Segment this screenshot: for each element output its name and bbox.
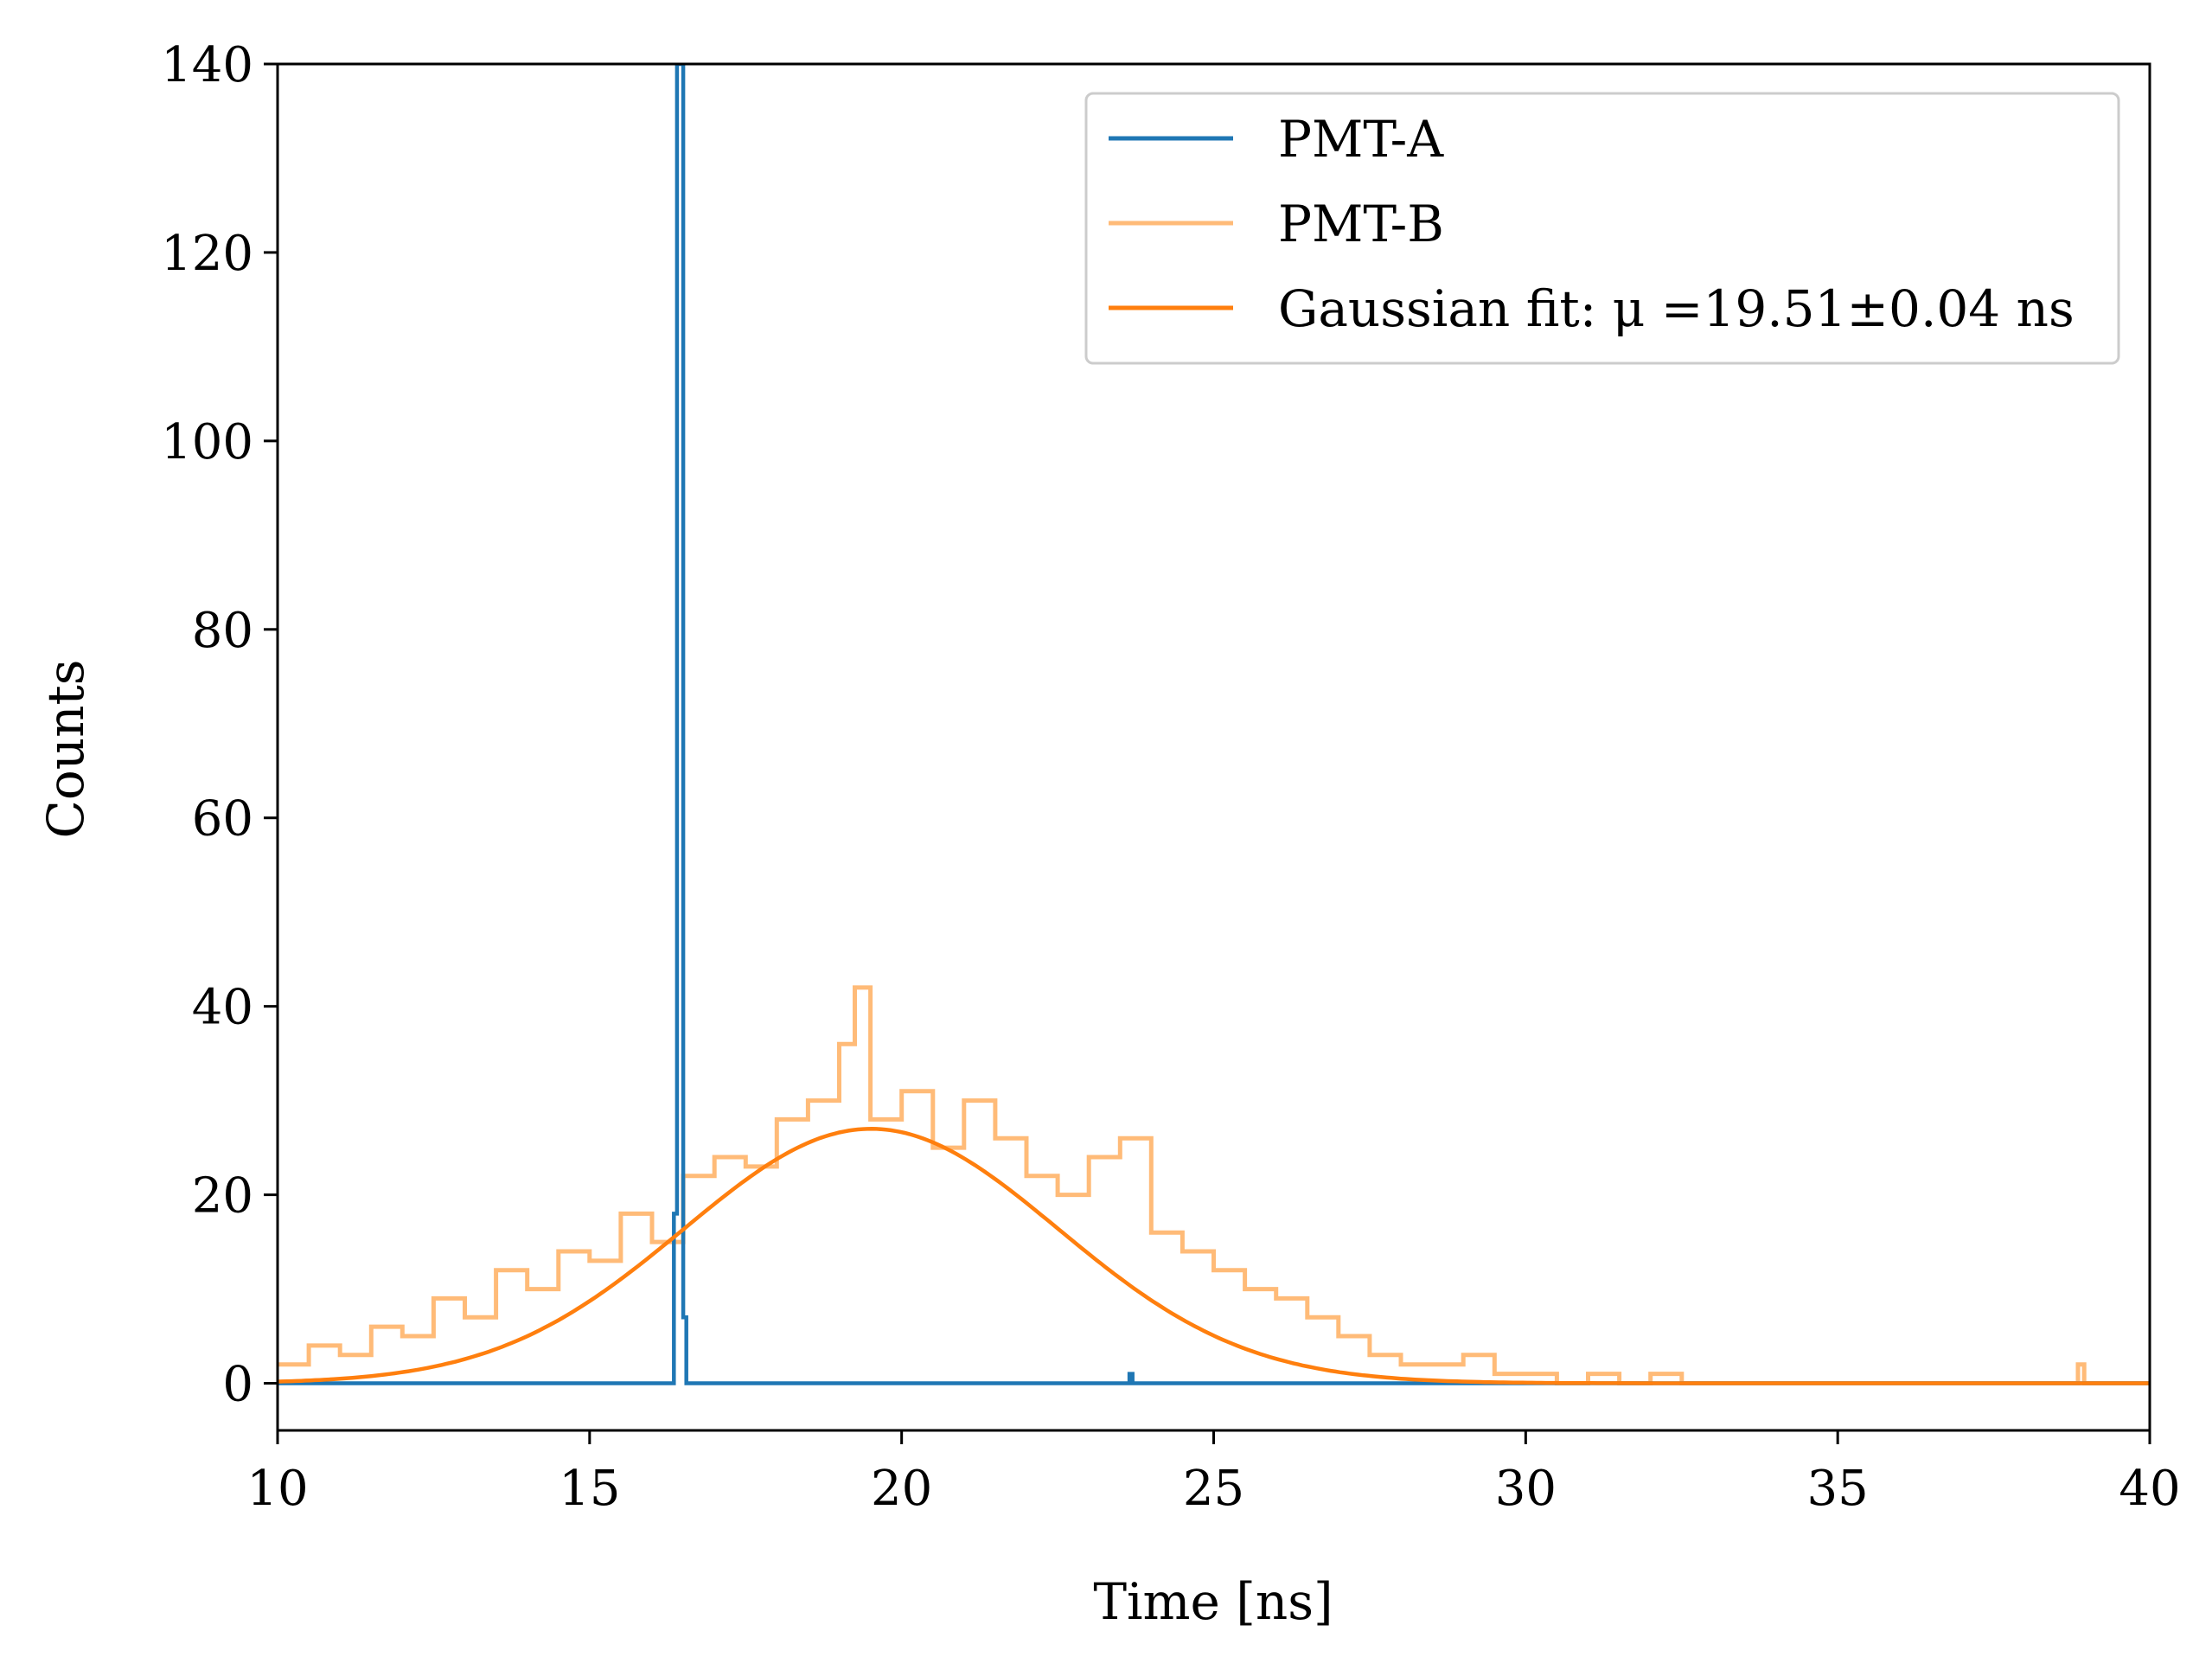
series-line-pmt-b	[278, 985, 2150, 1385]
y-axis: 0 20 40 60 80 100 120 140	[161, 37, 278, 1413]
legend-box	[1084, 92, 2120, 365]
x-tick-label: 35	[1807, 1461, 1869, 1517]
y-tick-label: 100	[161, 414, 253, 470]
y-tick-label: 140	[161, 37, 253, 93]
y-tick-label: 80	[192, 603, 253, 659]
y-tick-label: 0	[222, 1357, 253, 1413]
x-axis: 10 15 20 25 30 35 40	[246, 1430, 2181, 1517]
legend: PMT-A PMT-B Gaussian fit: μ =19.51±0.04 …	[1084, 92, 2120, 365]
y-tick-label: 40	[192, 980, 253, 1036]
series-line-gaussian-fit	[278, 1127, 2150, 1385]
series-line-pmt-a	[278, 64, 2150, 1385]
legend-entry-pmt-b: PMT-B	[1278, 195, 1444, 253]
y-tick-label: 60	[192, 791, 253, 848]
x-tick-label: 20	[871, 1461, 932, 1517]
x-tick-label: 30	[1495, 1461, 1557, 1517]
x-axis-label: Time [ns]	[1093, 1572, 1333, 1631]
x-tick-label: 10	[246, 1461, 308, 1517]
y-tick-label: 120	[161, 226, 253, 282]
legend-entry-gaussian-fit: Gaussian fit: μ =19.51±0.04 ns	[1278, 279, 2075, 338]
y-tick-label: 20	[192, 1168, 253, 1225]
legend-entry-pmt-a: PMT-A	[1278, 110, 1444, 169]
x-tick-label: 40	[2119, 1461, 2180, 1517]
y-axis-label: Counts	[36, 659, 95, 838]
series-layer	[278, 64, 2150, 1385]
x-tick-label: 15	[559, 1461, 620, 1517]
x-tick-label: 25	[1183, 1461, 1244, 1517]
